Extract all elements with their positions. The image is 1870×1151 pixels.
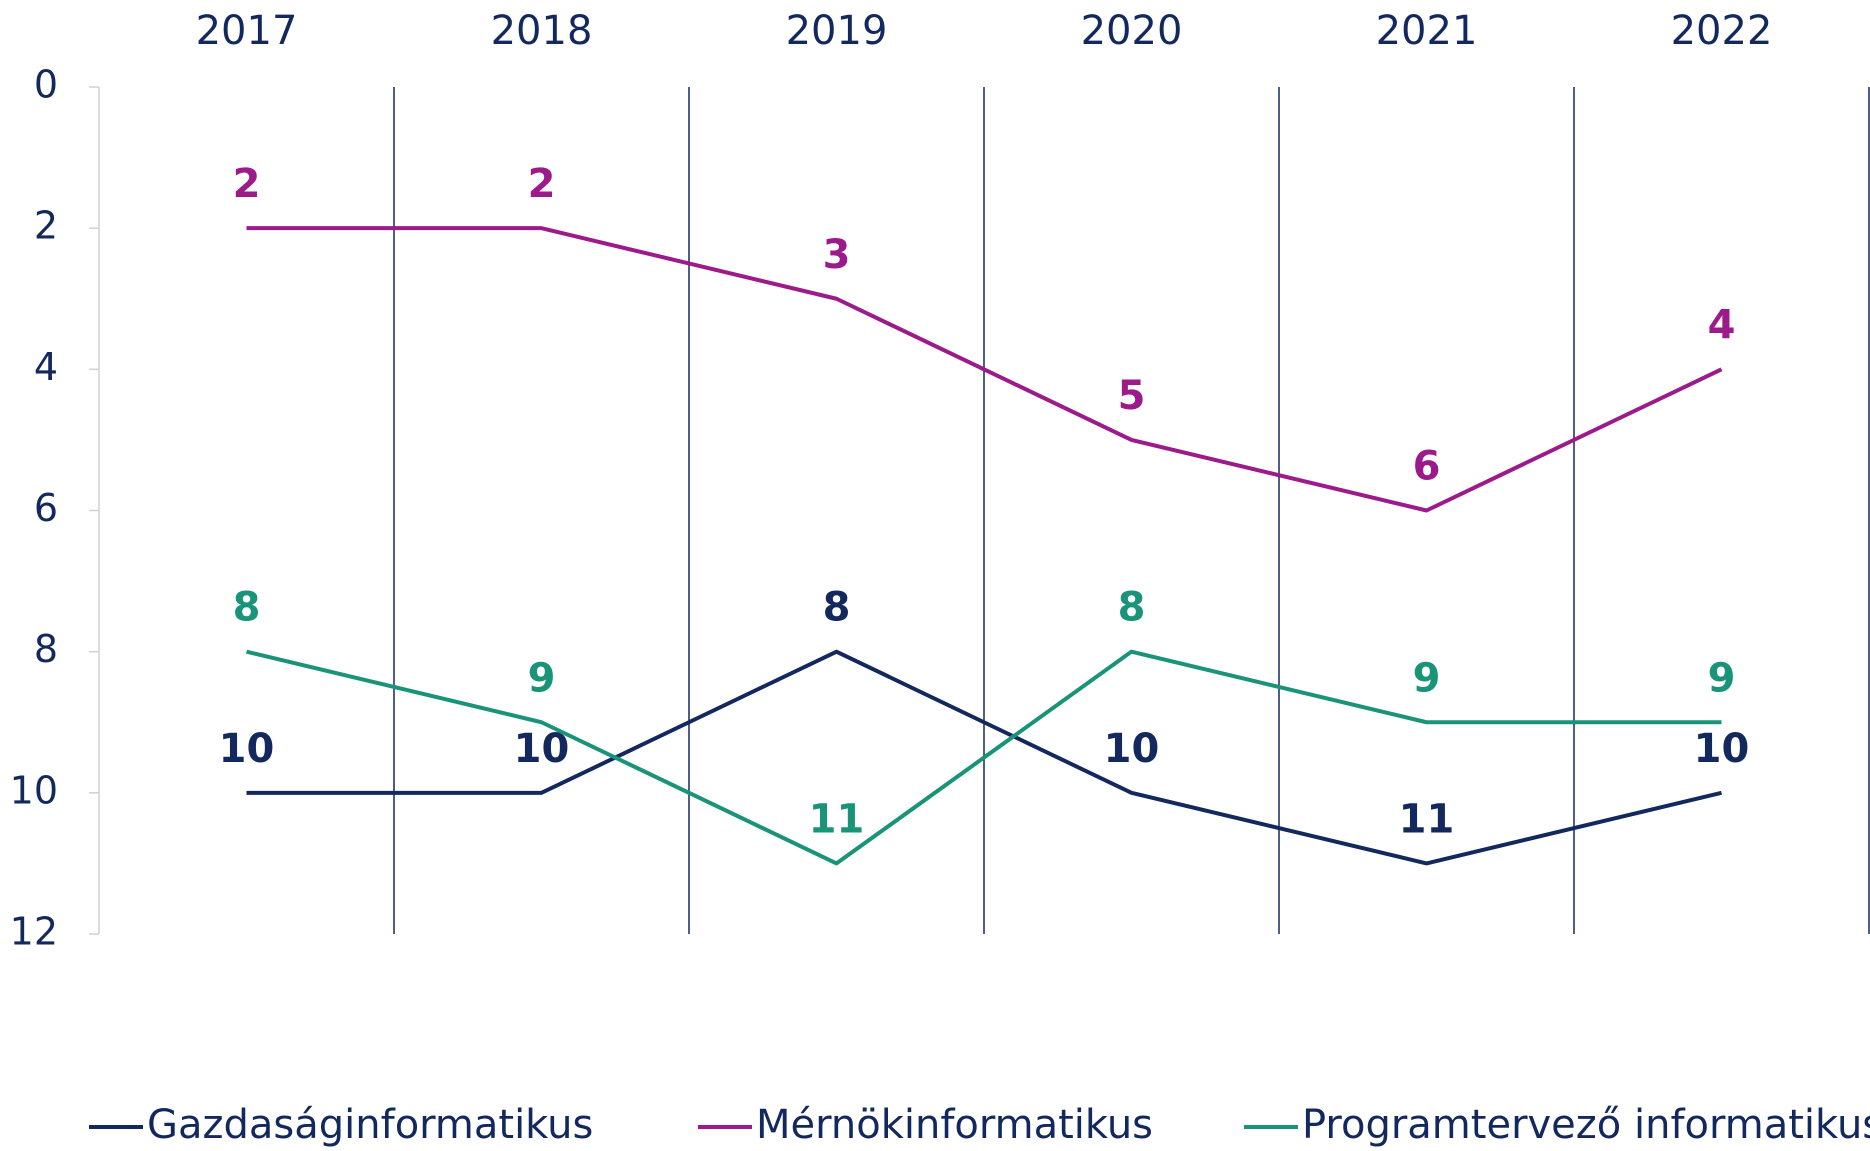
y-tick-label: 0 (34, 63, 58, 107)
x-tick-label: 2017 (196, 8, 298, 54)
y-tick-label: 8 (34, 627, 58, 671)
data-label: 9 (1708, 655, 1736, 701)
x-tick-label: 2019 (786, 8, 888, 54)
data-label: 2 (233, 161, 261, 207)
y-tick-label: 2 (34, 204, 58, 248)
series-line (246, 649, 1722, 866)
x-tick-label: 2021 (1376, 8, 1478, 54)
x-tick-label: 2020 (1081, 8, 1183, 54)
y-tick-label: 4 (34, 345, 58, 389)
y-tick-label: 10 (10, 768, 58, 812)
data-label: 2 (528, 161, 556, 207)
data-label: 5 (1118, 373, 1146, 419)
data-label: 10 (219, 726, 275, 772)
data-label: 8 (823, 585, 851, 631)
data-label: 11 (1399, 796, 1455, 842)
data-label: 11 (809, 796, 865, 842)
series-line (246, 226, 1723, 513)
data-label: 6 (1413, 444, 1441, 490)
data-label: 8 (233, 585, 261, 631)
data-label: 10 (514, 726, 570, 772)
data-label: 10 (1694, 726, 1750, 772)
x-tick-label: 2022 (1671, 8, 1773, 54)
data-label: 4 (1708, 302, 1736, 348)
data-label: 9 (528, 655, 556, 701)
legend-label: Mérnökinformatikus (756, 1102, 1153, 1148)
data-label: 9 (1413, 655, 1441, 701)
data-label: 8 (1118, 585, 1146, 631)
legend-label: Programtervező informatikus (1302, 1102, 1870, 1148)
series-line (246, 649, 1722, 866)
y-tick-label: 6 (34, 486, 58, 530)
data-label: 10 (1104, 726, 1160, 772)
data-label: 3 (823, 232, 851, 278)
y-tick-label: 12 (10, 910, 58, 954)
x-tick-label: 2018 (491, 8, 593, 54)
legend-label: Gazdaságinformatikus (147, 1102, 593, 1148)
